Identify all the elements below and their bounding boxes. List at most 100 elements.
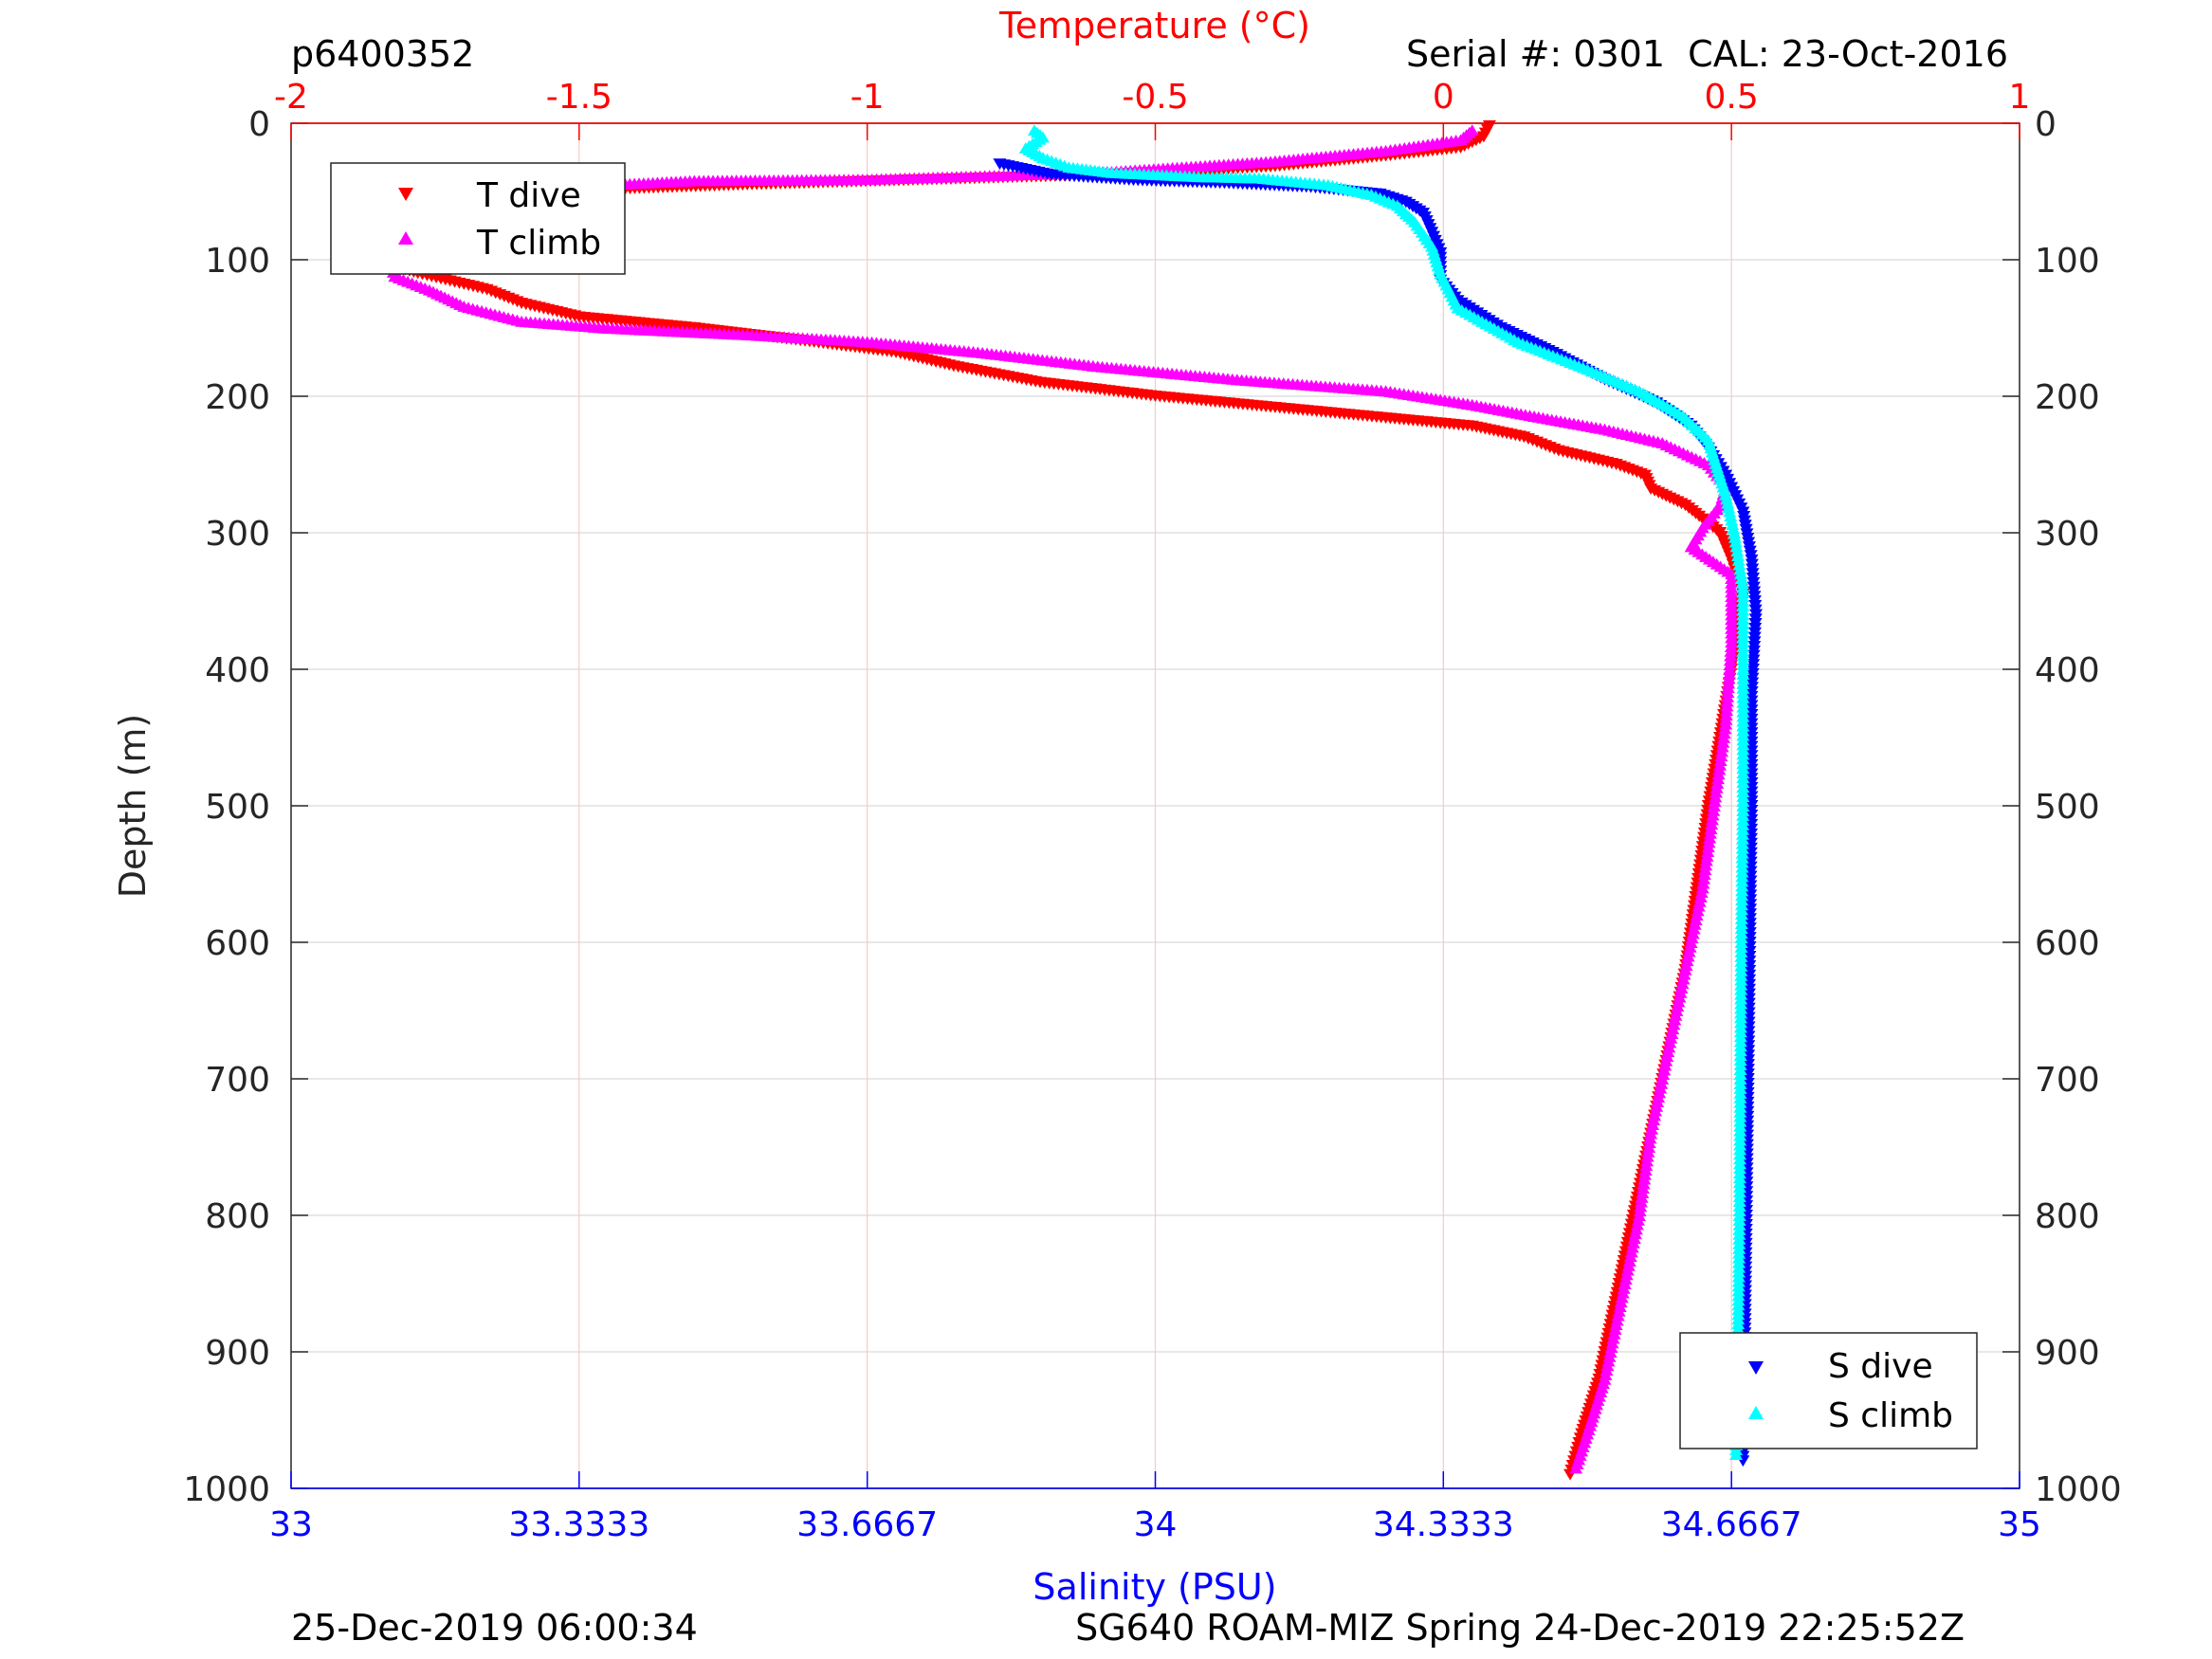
depth-tick-label-left: 100 (205, 242, 270, 281)
marker-t-climb (1692, 895, 1707, 907)
depth-tick-label-left: 800 (205, 1197, 270, 1236)
marker-t-climb (1615, 1291, 1629, 1304)
marker-t-climb (1662, 1041, 1676, 1053)
marker-s-climb (1730, 545, 1745, 557)
depth-tick-label-left: 700 (205, 1061, 270, 1100)
marker-t-climb (1654, 1077, 1669, 1089)
marker-t-climb (1660, 1050, 1674, 1062)
marker-t-climb (1669, 1009, 1683, 1021)
marker-t-climb (1673, 986, 1688, 998)
marker-t-climb (1666, 1023, 1680, 1035)
marker-t-climb (1621, 1259, 1636, 1271)
marker-t-climb (1655, 1073, 1670, 1085)
marker-t-climb (1620, 1264, 1635, 1276)
marker-t-climb (1688, 918, 1702, 930)
depth-tick-label-right: 300 (2035, 515, 2100, 554)
marker-t-climb (1608, 1323, 1622, 1335)
marker-t-climb (1681, 950, 1695, 962)
salinity-tick-label: 33.3333 (508, 1505, 649, 1544)
salinity-tick-label: 35 (1998, 1505, 2041, 1544)
marker-t-climb (1650, 1100, 1664, 1112)
depth-tick-label-right: 700 (2035, 1061, 2100, 1100)
temperature-tick-label: -1.5 (546, 78, 612, 117)
depth-tick-label-left: 600 (205, 924, 270, 963)
marker-t-climb (1684, 937, 1698, 948)
depth-tick-label-right: 400 (2035, 651, 2100, 690)
marker-t-climb (1691, 900, 1706, 912)
marker-s-climb (1728, 527, 1742, 538)
marker-t-climb (1695, 882, 1709, 894)
salinity-legend: S dive S climb (1679, 1332, 1978, 1449)
marker-t-climb (1613, 1301, 1627, 1312)
marker-t-climb (1668, 1013, 1682, 1026)
s-dive-legend-marker (1748, 1361, 1764, 1375)
axes: 0 0 100 100 200 200 300 300 400 400 500 500 600 600 70… (183, 78, 2121, 1544)
marker-t-climb (1665, 1028, 1679, 1039)
salinity-tick-label: 33 (269, 1505, 313, 1544)
marker-t-climb (1652, 1091, 1666, 1103)
marker-t-climb (1611, 1309, 1625, 1322)
depth-tick-label-right: 100 (2035, 242, 2100, 281)
salinity-axis-title: Salinity (PSU) (1033, 1566, 1276, 1608)
depth-tick-label-right: 900 (2035, 1334, 2100, 1373)
depth-tick-label-right: 1000 (2035, 1470, 2122, 1509)
marker-t-climb (1623, 1250, 1637, 1263)
marker-t-climb (1683, 940, 1697, 953)
marker-t-climb (1664, 1031, 1678, 1044)
marker-t-climb (1676, 973, 1691, 985)
t-dive-legend-label: T dive (476, 176, 581, 215)
marker-t-climb (1680, 955, 1694, 967)
serial-calibration: Serial #: 0301 CAL: 23-Oct-2016 (1406, 33, 2008, 75)
depth-axis-title: Depth (m) (112, 714, 154, 899)
grid-lines (291, 123, 2020, 1488)
marker-t-climb (1605, 1337, 1619, 1349)
marker-t-climb (1599, 1369, 1613, 1380)
marker-t-climb (1663, 1036, 1677, 1048)
marker-t-climb (1616, 1286, 1630, 1299)
marker-t-climb (1618, 1278, 1632, 1289)
marker-t-climb (1619, 1268, 1634, 1281)
data-series (382, 119, 1763, 1481)
marker-t-climb (1612, 1304, 1626, 1317)
marker-t-climb (1673, 991, 1687, 1003)
depth-tick-label-left: 500 (205, 788, 270, 827)
marker-t-climb (1624, 1246, 1638, 1258)
series-t-climb (382, 124, 1739, 1474)
marker-t-climb (1674, 982, 1689, 994)
depth-tick-label-left: 1000 (183, 1470, 270, 1509)
marker-t-climb (1617, 1282, 1631, 1294)
marker-t-climb (1627, 1232, 1641, 1244)
depth-tick-label-right: 500 (2035, 788, 2100, 827)
depth-tick-label-right: 0 (2035, 105, 2057, 144)
temperature-tick-label: 0.5 (1705, 78, 1759, 117)
temperature-axis-title: Temperature (°C) (998, 5, 1310, 46)
t-climb-legend-label: T climb (476, 224, 601, 263)
marker-t-climb (1667, 1018, 1681, 1030)
marker-t-climb (1659, 1054, 1673, 1066)
marker-s-climb (1731, 554, 1746, 566)
profile-id: p6400352 (291, 33, 474, 75)
marker-s-climb (1732, 558, 1746, 571)
marker-t-climb (1682, 945, 1696, 957)
marker-t-climb (1645, 1122, 1659, 1135)
marker-t-climb (1601, 1355, 1616, 1367)
marker-t-climb (1569, 1462, 1583, 1474)
marker-t-climb (1691, 904, 1705, 917)
s-dive-legend-label: S dive (1828, 1347, 1933, 1386)
marker-t-climb (1625, 1241, 1639, 1253)
marker-t-climb (1604, 1341, 1618, 1354)
marker-t-climb (1658, 1059, 1673, 1071)
marker-t-climb (1648, 1109, 1662, 1121)
marker-s-climb (1731, 550, 1746, 561)
marker-t-climb (1610, 1314, 1624, 1326)
marker-t-climb (1679, 959, 1693, 971)
marker-s-climb (1734, 568, 1748, 580)
s-climb-legend-marker (1748, 1406, 1764, 1419)
marker-t-climb (1677, 968, 1691, 980)
t-dive-legend-marker (398, 188, 413, 201)
marker-t-climb (1628, 1228, 1642, 1240)
marker-t-climb (1606, 1332, 1620, 1344)
marker-s-climb (1733, 563, 1747, 575)
marker-s-climb (1729, 1449, 1744, 1460)
